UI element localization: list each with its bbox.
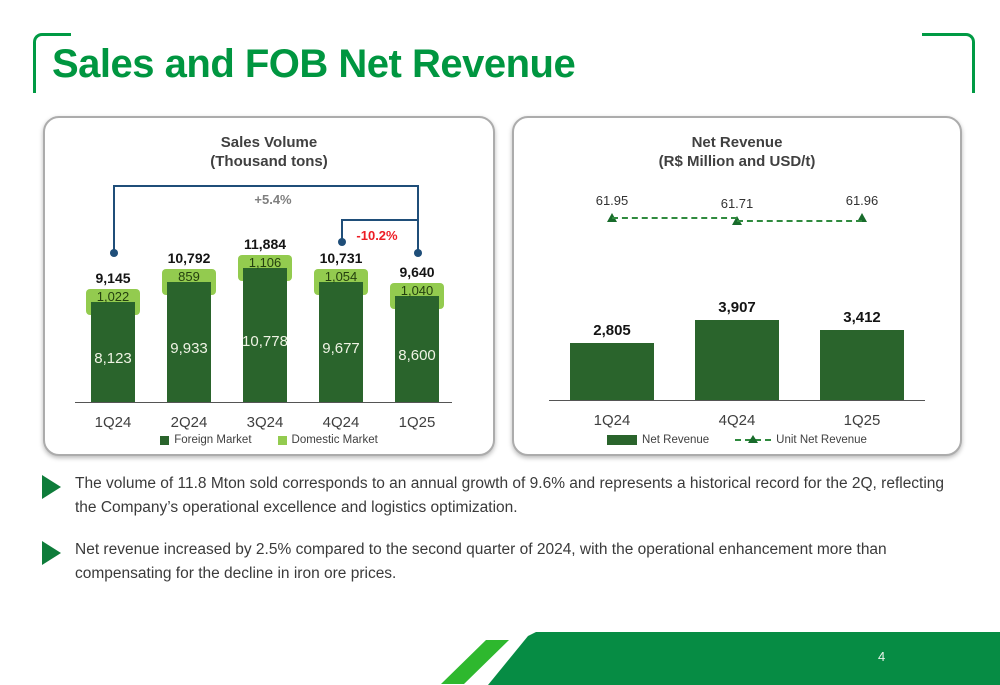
annotation-label-growth: +5.4% (254, 192, 292, 207)
annotation-label-decline: -10.2% (356, 228, 398, 243)
bar-segment-foreign (167, 282, 211, 402)
sales-volume-chart: 9,145 1,022 8,123 1Q24 10,792 859 9,933 2Q24 11,… (45, 118, 493, 454)
net-revenue-bar (820, 330, 904, 400)
bar-domestic-label: 1,040 (400, 283, 434, 298)
unit-net-revenue-marker-icon (857, 213, 867, 222)
bar-total-label: 11,884 (243, 236, 287, 252)
unit-net-revenue-swatch-icon (735, 435, 772, 445)
bar-segment-foreign (395, 296, 439, 402)
bullet-item-revenue: Net revenue increased by 2.5% compared t… (42, 538, 962, 586)
x-tick-label: 1Q25 (398, 414, 436, 431)
bracket-line (113, 185, 417, 187)
bar-domestic-label: 859 (178, 269, 200, 284)
sales-volume-card: Sales Volume (Thousand tons) 9,145 1,022 8… (43, 116, 495, 456)
unit-net-revenue-label: 61.71 (720, 196, 754, 211)
net-revenue-legend: Net Revenue Unit Net Revenue (514, 434, 960, 446)
corner-bracket-left-icon (33, 33, 71, 93)
footer-banner (488, 632, 1000, 685)
net-revenue-value-label: 3,907 (718, 299, 756, 316)
legend-item-domestic-market: Domestic Market (277, 434, 378, 446)
unit-net-revenue-label: 61.96 (845, 193, 879, 208)
sales-volume-chart-title: Sales Volume (220, 134, 318, 151)
legend-item-unit-net-revenue: Unit Net Revenue (735, 434, 867, 446)
bar-domestic-label: 1,054 (324, 269, 358, 284)
net-revenue-chart: 2,805 1Q24 61.95 3,907 4Q24 61.71 3,412 1Q25 61.… (514, 118, 960, 454)
legend-label: Foreign Market (174, 434, 252, 446)
x-tick-label: 3Q24 (246, 414, 284, 431)
net-revenue-bar (695, 320, 779, 400)
bar-foreign-label: 9,677 (322, 339, 360, 357)
bracket-line (113, 185, 115, 253)
bracket-dot (110, 249, 118, 257)
net-revenue-chart-title: Net Revenue (691, 134, 783, 151)
legend-label: Domestic Market (291, 434, 378, 446)
bar-foreign-label: 8,600 (398, 346, 436, 364)
legend-item-foreign-market: Foreign Market (160, 434, 252, 446)
unit-net-revenue-label: 61.95 (595, 193, 629, 208)
bracket-dot (338, 238, 346, 246)
bullet-arrow-icon (42, 541, 61, 565)
net-revenue-value-label: 2,805 (593, 322, 631, 339)
bar-total-label: 9,640 (399, 264, 435, 280)
bullet-arrow-icon (42, 475, 61, 499)
legend-label: Unit Net Revenue (776, 434, 867, 446)
domestic-market-swatch-icon (277, 435, 287, 445)
bar-segment-foreign (91, 302, 135, 402)
net-revenue-bar (570, 343, 654, 400)
net-revenue-swatch-icon (607, 435, 638, 445)
net-revenue-card: Net Revenue (R$ Million and USD/t) 2,805… (512, 116, 962, 456)
legend-label: Net Revenue (642, 434, 710, 446)
bracket-dot (414, 249, 422, 257)
x-tick-label: 4Q24 (718, 412, 756, 429)
legend-item-net-revenue: Net Revenue (607, 434, 709, 446)
bar-foreign-label: 10,778 (242, 332, 288, 350)
net-revenue-value-label: 3,412 (843, 309, 881, 326)
bullet-item-volume: The volume of 11.8 Mton sold corresponds… (42, 472, 962, 520)
x-axis (75, 402, 452, 403)
page-number: 4 (878, 649, 886, 664)
net-revenue-chart-subtitle: (R$ Million and USD/t) (658, 153, 816, 170)
unit-net-revenue-line (737, 220, 862, 222)
foreign-market-swatch-icon (160, 435, 170, 445)
x-tick-label: 1Q25 (843, 412, 881, 429)
bullet-text: The volume of 11.8 Mton sold corresponds… (75, 475, 945, 517)
x-tick-label: 2Q24 (170, 414, 208, 431)
sales-volume-chart-subtitle: (Thousand tons) (210, 153, 328, 170)
page-title: Sales and FOB Net Revenue (52, 42, 576, 86)
bar-total-label: 10,792 (167, 250, 211, 266)
bracket-line (341, 219, 343, 242)
unit-net-revenue-line (612, 217, 737, 219)
bar-total-label: 9,145 (95, 270, 131, 286)
bar-total-label: 10,731 (319, 250, 363, 266)
sales-volume-legend: Foreign Market Domestic Market (45, 434, 493, 446)
bracket-line (341, 219, 417, 221)
bar-foreign-label: 8,123 (94, 349, 132, 367)
bar-segment-foreign (243, 268, 287, 402)
bracket-line (417, 185, 419, 253)
x-axis (549, 400, 925, 401)
x-tick-label: 1Q24 (94, 414, 132, 431)
bar-domestic-label: 1,106 (248, 255, 282, 270)
x-tick-label: 1Q24 (593, 412, 631, 429)
bar-segment-foreign (319, 282, 363, 402)
corner-bracket-right-icon (922, 33, 975, 93)
x-tick-label: 4Q24 (322, 414, 360, 431)
bar-foreign-label: 9,933 (170, 339, 208, 357)
bar-domestic-label: 1,022 (96, 289, 130, 304)
bullet-text: Net revenue increased by 2.5% compared t… (75, 541, 887, 583)
